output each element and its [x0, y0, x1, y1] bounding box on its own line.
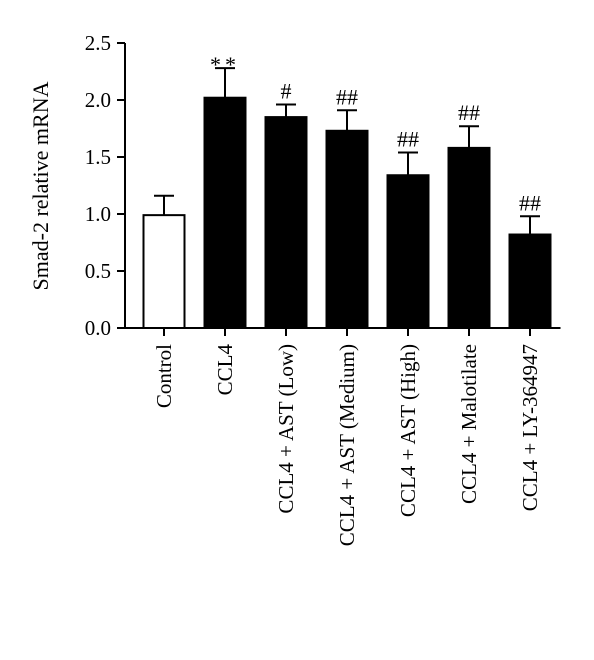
bar-2: [203, 96, 247, 329]
y-tick-label: 1.0: [85, 202, 111, 226]
y-tick-label: 0.5: [85, 259, 111, 283]
significance-label-6: ##: [458, 100, 480, 125]
y-axis-label: Smad-2 relative mRNA: [28, 81, 53, 290]
bar-7: [508, 233, 552, 330]
x-category-label: CCL4 + AST (Medium): [335, 344, 359, 546]
x-category-label: CCL4: [213, 344, 237, 396]
y-axis: 0.0 0.5 1.0 1.5 2.0 2.5: [85, 31, 126, 340]
bar-5: [386, 174, 430, 329]
x-category-label: CCL4 + LY-364947: [518, 344, 542, 511]
bar-1: [142, 214, 186, 329]
x-axis: Control CCL4 CCL4 + AST (Low) CCL4 + AST (M…: [125, 327, 561, 546]
x-category-label: CCL4 + Malotilate: [457, 344, 481, 504]
y-tick-label: 1.5: [85, 145, 111, 169]
bars: [142, 96, 552, 330]
significance-label-3: #: [281, 79, 292, 104]
bar-4: [325, 129, 369, 329]
significance-label-2: **: [210, 52, 240, 77]
significance-annotations: **# ########: [210, 52, 541, 215]
x-category-label: CCL4 + AST (Low): [274, 344, 298, 514]
bar-6: [447, 146, 491, 329]
significance-label-5: ##: [397, 126, 419, 151]
significance-label-7: ##: [519, 190, 541, 215]
bar-3: [264, 116, 308, 329]
significance-label-4: ##: [336, 84, 358, 109]
x-category-label: CCL4 + AST (High): [396, 344, 420, 517]
y-tick-label: 2.5: [85, 31, 111, 55]
y-tick-label: 0.0: [85, 316, 111, 340]
x-category-label: Control: [152, 344, 176, 408]
y-tick-label: 2.0: [85, 88, 111, 112]
error-bars: [154, 67, 540, 235]
